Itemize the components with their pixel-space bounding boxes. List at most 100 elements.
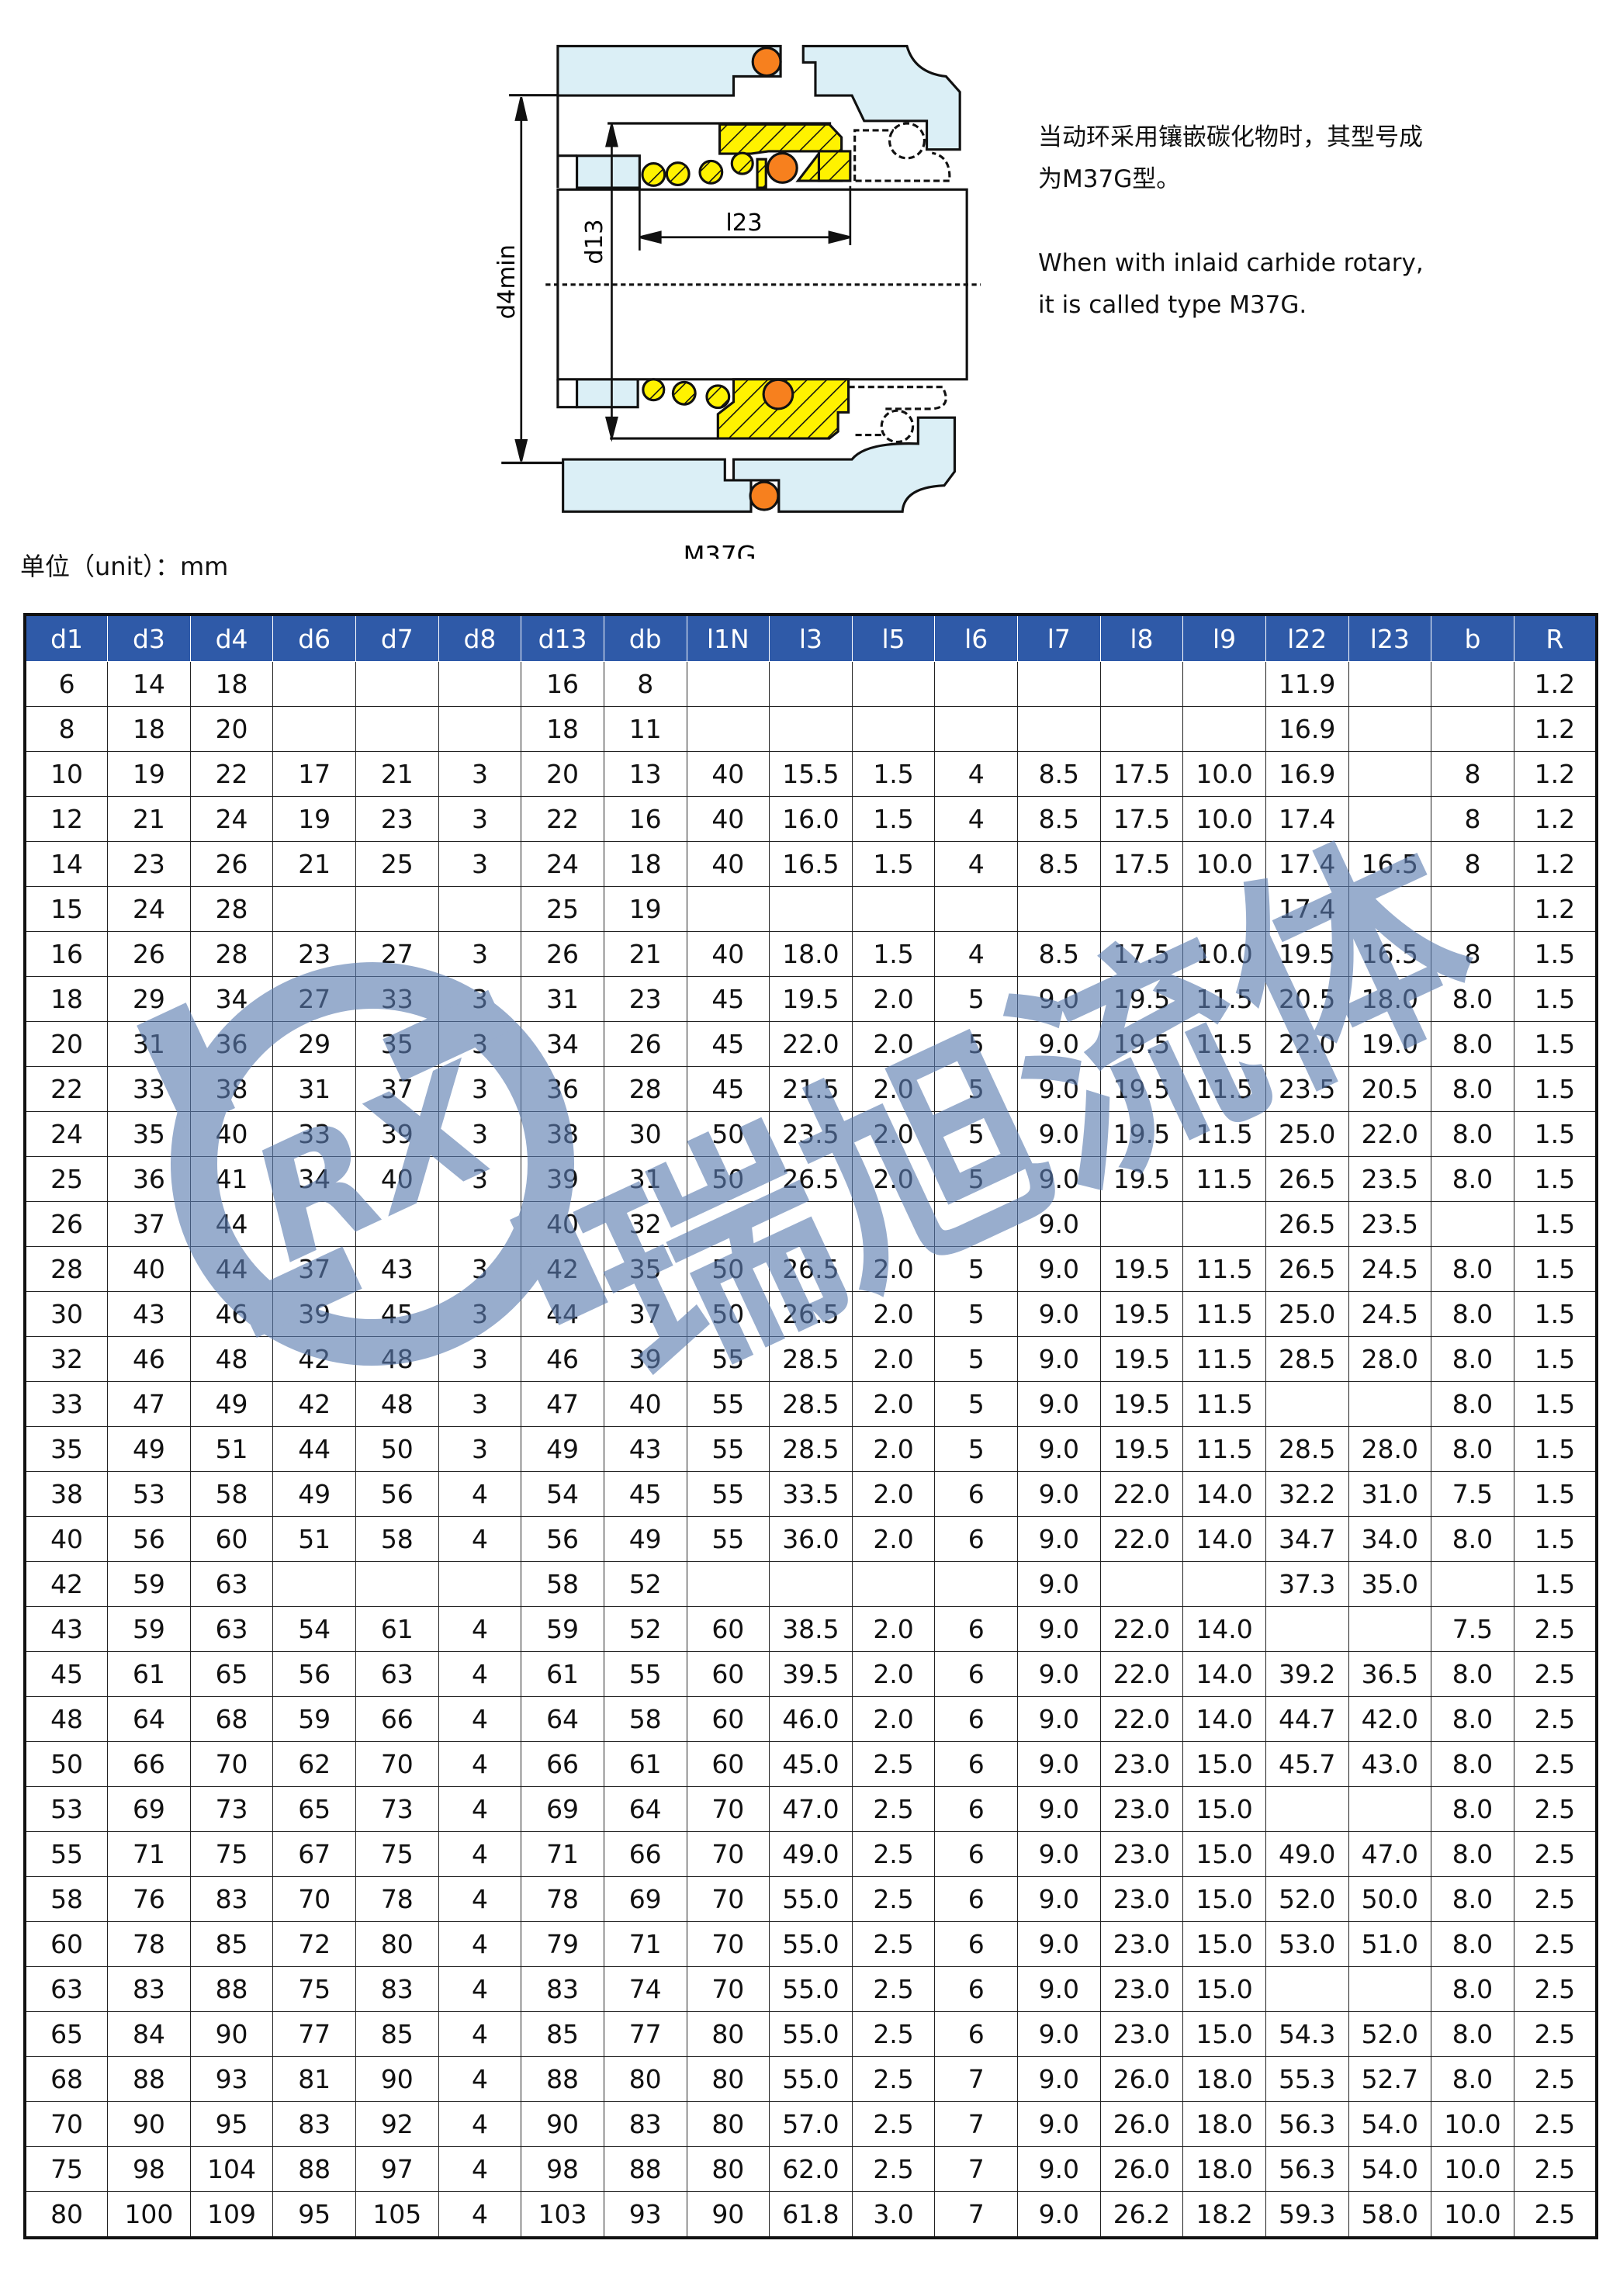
cell-l9: 10.0 [1182,796,1266,842]
cell-d4: 93 [189,2056,274,2102]
cell-l5 [851,886,936,932]
cell-l9: 10.0 [1182,931,1266,977]
cell-l23 [1348,886,1432,932]
cell-l8: 23.0 [1099,1741,1184,1787]
cell-l1N: 70 [686,1831,770,1877]
cell-d7 [355,1561,439,1607]
cell-l6 [934,886,1018,932]
cell-l3: 28.5 [769,1336,853,1382]
cell-d7: 39 [355,1111,439,1157]
cell-l9: 18.0 [1182,2056,1266,2102]
cell-d6: 56 [272,1651,356,1697]
cell-d6: 59 [272,1696,356,1742]
cell-d8: 3 [438,1246,522,1292]
cell-l1N: 70 [686,1786,770,1832]
cell-l23: 23.5 [1348,1201,1432,1247]
cell-d3: 23 [107,841,191,887]
cell-l1N: 45 [686,1021,770,1067]
cell-d7 [355,706,439,752]
cell-l3: 47.0 [769,1786,853,1832]
gland-housing [556,44,961,513]
cell-R: 1.2 [1513,661,1598,707]
cell-d4: 63 [189,1561,274,1607]
cell-l9: 15.0 [1182,1786,1266,1832]
cell-d13: 20 [521,751,604,797]
cell-db: 45 [603,1471,687,1517]
cell-db: 52 [603,1561,687,1607]
cell-l3: 55.0 [769,2011,853,2057]
cell-d7: 61 [355,1606,439,1652]
cell-l9: 18.2 [1182,2191,1266,2239]
cell-d4: 46 [189,1291,274,1337]
cell-l8: 23.0 [1099,1921,1184,1967]
cell-b: 8.0 [1431,1156,1514,1202]
cell-d3: 40 [107,1246,191,1292]
cell-d8: 4 [438,1516,522,1562]
cell-d13: 24 [521,841,604,887]
cell-l23 [1348,661,1432,707]
cell-d4: 65 [189,1651,274,1697]
cell-d13: 34 [521,1021,604,1067]
cell-db: 43 [603,1426,687,1472]
cell-db: 69 [603,1876,687,1922]
cell-l1N: 40 [686,841,770,887]
cell-d4: 58 [189,1471,274,1517]
cell-l8: 23.0 [1099,1876,1184,1922]
cell-l3 [769,1561,853,1607]
cell-d4: 70 [189,1741,274,1787]
cell-d1: 38 [24,1471,109,1517]
cell-l7: 9.0 [1017,976,1101,1022]
cell-l9 [1182,706,1266,752]
cell-d8: 3 [438,1111,522,1157]
cell-l5: 2.5 [851,2146,936,2192]
cell-l9: 11.5 [1182,1426,1266,1472]
cell-d8: 3 [438,931,522,977]
cell-R: 1.5 [1513,976,1598,1022]
cell-R: 1.5 [1513,931,1598,977]
cell-b: 8.0 [1431,976,1514,1022]
table-row: 53 69 73 65 73 4 69 64 70 47.0 2.5 6 9.0 23.0 15.0 8.0 2… [24,1786,1598,1832]
cell-d7 [355,661,439,707]
cell-l22: 53.0 [1265,1921,1349,1967]
cell-l7: 9.0 [1017,1831,1101,1877]
column-header-R: R [1513,615,1598,662]
cell-d3: 31 [107,1021,191,1067]
o-ring-icon [749,47,798,511]
cell-l1N: 80 [686,2101,770,2147]
cell-l9: 15.0 [1182,1966,1266,2012]
cell-l3: 16.5 [769,841,853,887]
cell-l7: 9.0 [1017,1966,1101,2012]
cell-d13: 88 [521,2056,604,2102]
cell-db: 49 [603,1516,687,1562]
cell-l9: 18.0 [1182,2101,1266,2147]
cell-R: 1.2 [1513,886,1598,932]
cell-R: 1.5 [1513,1066,1598,1112]
cell-l7: 9.0 [1017,2191,1101,2239]
cell-l22: 45.7 [1265,1741,1349,1787]
cell-d8: 4 [438,1831,522,1877]
cell-l23: 52.7 [1348,2056,1432,2102]
cell-l9: 15.0 [1182,1831,1266,1877]
table-row: 48 64 68 59 66 4 64 58 60 46.0 2.0 6 9.0 22.0 14.0 44.7… [24,1696,1598,1742]
cell-d8 [438,1201,522,1247]
cell-l7: 9.0 [1017,1696,1101,1742]
cell-l9: 11.5 [1182,976,1266,1022]
cell-b: 8.0 [1431,1021,1514,1067]
cell-l23: 31.0 [1348,1471,1432,1517]
cell-d1: 58 [24,1876,109,1922]
cell-l3: 55.0 [769,1966,853,2012]
cell-db: 16 [603,796,687,842]
cell-d1: 16 [24,931,109,977]
table-row: 8 18 20 18 11 16.9 1.2 [24,706,1598,752]
cell-d4: 44 [189,1246,274,1292]
cell-l3: 49.0 [769,1831,853,1877]
cell-l7: 9.0 [1017,1156,1101,1202]
table-row: 45 61 65 56 63 4 61 55 60 39.5 2.0 6 9.0 22.0 14.0 39.2… [24,1651,1598,1697]
table-row: 32 46 48 42 48 3 46 39 55 28.5 2.0 5 9.0 19.5 11.5 28.5… [24,1336,1598,1382]
cell-d7: 73 [355,1786,439,1832]
cell-l9: 11.5 [1182,1336,1266,1382]
cell-l8 [1099,706,1184,752]
cell-l3: 19.5 [769,976,853,1022]
cell-d8: 3 [438,796,522,842]
cell-l9: 15.0 [1182,1921,1266,1967]
